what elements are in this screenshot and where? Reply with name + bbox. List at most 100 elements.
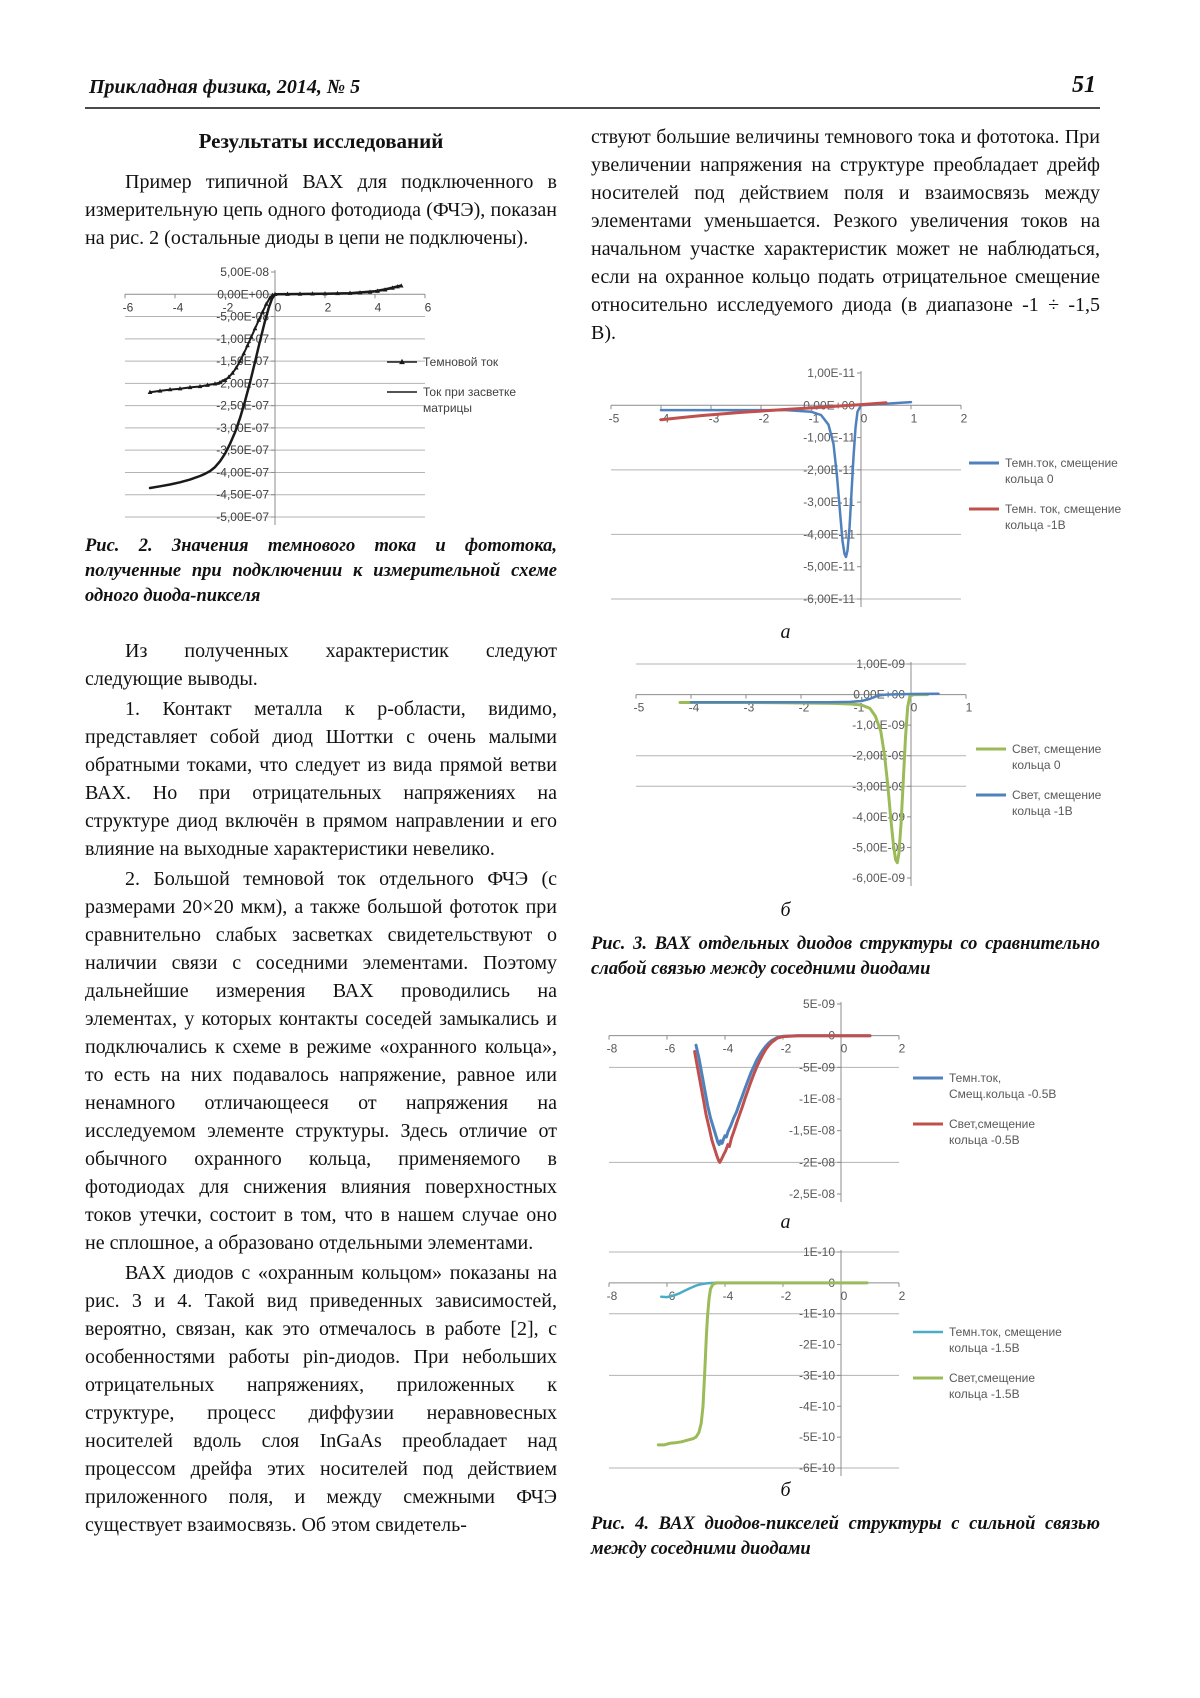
svg-text:2: 2 [899,1289,906,1303]
svg-text:-5,00E-11: -5,00E-11 [803,560,855,574]
svg-text:-2: -2 [781,1042,792,1056]
svg-text:Свет, смещение: Свет, смещение [1012,788,1102,802]
svg-text:-4,00E-09: -4,00E-09 [852,810,905,824]
header-rule [85,107,1100,109]
page-header: Прикладная физика, 2014, № 5 51 [85,72,1100,107]
svg-text:-1: -1 [809,411,820,425]
fig3a-sublabel: а [780,621,791,643]
left-column: Результаты исследований Пример типичной … [85,123,557,1576]
svg-text:-3E-10: -3E-10 [799,1368,835,1382]
svg-text:кольца -1.5В: кольца -1.5В [949,1387,1020,1401]
svg-text:-2E-08: -2E-08 [799,1155,835,1169]
fig4a-chart: -8 -6 -4 -2 0 2 5E-09 0 -5E-09 -1E-08 -1,5E-08 -2E-… [591,996,1100,1211]
svg-text:-2: -2 [799,701,810,715]
svg-text:-2: -2 [759,411,770,425]
svg-text:-1,00E-07: -1,00E-07 [216,332,269,346]
svg-text:0,00E+00: 0,00E+00 [217,287,269,301]
svg-text:-6,00E-11: -6,00E-11 [803,592,855,606]
svg-text:-1,5E-08: -1,5E-08 [789,1124,835,1138]
svg-text:6: 6 [425,300,432,314]
svg-text:-2,00E-09: -2,00E-09 [852,749,905,763]
svg-text:-8: -8 [607,1289,618,1303]
svg-text:-6: -6 [123,300,134,314]
svg-text:-4: -4 [173,300,184,314]
fig4-caption: Рис. 4. ВАХ диодов-пикселей структуры с … [591,1514,1100,1559]
paragraph: 1. Контакт металла к p-области, видимо, … [85,698,557,860]
svg-text:0: 0 [841,1042,848,1056]
svg-text:4: 4 [375,300,382,314]
svg-text:-3,00E-07: -3,00E-07 [216,421,269,435]
svg-text:1E-10: 1E-10 [803,1245,835,1259]
svg-text:-5: -5 [634,701,645,715]
svg-text:0: 0 [275,300,282,314]
svg-text:1,00E-09: 1,00E-09 [856,657,905,671]
svg-text:Ток при засветке: Ток при засветке [423,385,516,399]
svg-text:2: 2 [961,411,968,425]
svg-text:0: 0 [911,701,918,715]
svg-text:кольца -1.5В: кольца -1.5В [949,1341,1020,1355]
paragraph: ствуют большие величины темнового тока и… [591,126,1100,344]
fig4a-sublabel: а [780,1211,791,1233]
paragraph: ВАХ диодов с «охранным кольцом» показаны… [85,1262,557,1536]
paragraph: Пример типичной ВАХ для подключенного в … [85,171,557,249]
svg-text:-2,00E-11: -2,00E-11 [803,463,855,477]
fig3b-sublabel: б [780,899,791,921]
section-title: Результаты исследований [198,129,444,153]
svg-text:-4,00E-07: -4,00E-07 [216,465,269,479]
svg-text:-5,00E-08: -5,00E-08 [216,310,269,324]
svg-text:-3,00E-11: -3,00E-11 [803,495,855,509]
svg-text:1,00E-11: 1,00E-11 [807,366,855,380]
svg-text:-5,00E-07: -5,00E-07 [216,510,269,524]
journal-title: Прикладная физика, 2014, № 5 [89,76,361,98]
fig3-caption: Рис. 3. ВАХ отдельных диодов структуры с… [591,934,1100,979]
svg-text:-3,00E-09: -3,00E-09 [852,779,905,793]
page-number: 51 [1072,72,1096,98]
svg-text:5,00E-08: 5,00E-08 [220,265,269,279]
svg-text:-5,00E-09: -5,00E-09 [852,840,905,854]
svg-text:-2,5E-08: -2,5E-08 [789,1187,835,1201]
two-column-layout: Результаты исследований Пример типичной … [85,123,1121,1576]
fig4b-sublabel: б [780,1479,791,1501]
svg-text:-1,00E-11: -1,00E-11 [803,431,855,445]
svg-text:-4E-10: -4E-10 [799,1399,835,1413]
svg-text:-4: -4 [723,1289,734,1303]
fig2-chart: -6 -4 -2 0 2 4 6 5,00E-08 0,00E+00 -5,00E-08 -1,00… [85,262,557,525]
svg-text:кольца -1В: кольца -1В [1012,804,1073,818]
svg-text:Темн.ток, смещение: Темн.ток, смещение [949,1325,1062,1339]
fig4b-chart: -8 -6 -4 -2 0 2 1E-10 0 -1E-10 -2E-10 -3E-10 -4E-10… [591,1244,1100,1479]
svg-text:Свет,смещение: Свет,смещение [949,1117,1035,1131]
svg-text:матрицы: матрицы [423,401,472,415]
svg-text:Смещ.кольца -0.5В: Смещ.кольца -0.5В [949,1087,1056,1101]
svg-text:кольца 0: кольца 0 [1005,472,1054,486]
svg-text:-3: -3 [744,701,755,715]
fig3a-chart: -5 -4 -3 -2 -1 0 1 2 1,00E-11 0,00E+00 -1,00E-11 -2… [591,363,1121,621]
svg-text:Свет,смещение: Свет,смещение [949,1371,1035,1385]
svg-text:кольца 0: кольца 0 [1012,758,1061,772]
svg-text:0: 0 [861,411,868,425]
svg-text:Темн.ток, смещение: Темн.ток, смещение [1005,456,1118,470]
svg-text:-2,00E-07: -2,00E-07 [216,376,269,390]
svg-text:кольца -1В: кольца -1В [1005,518,1066,532]
right-column: ствуют большие величины темнового тока и… [591,123,1121,1576]
svg-text:-1: -1 [854,701,865,715]
fig2-caption: Рис. 2. Значения темнового тока и фотото… [85,536,557,606]
svg-text:-4: -4 [723,1042,734,1056]
svg-text:-6: -6 [665,1042,676,1056]
paragraph: Из полученных характеристик следуют след… [85,640,557,690]
paragraph: 2. Большой темновой ток отдельного ФЧЭ (… [85,868,557,1254]
svg-text:Темновой ток: Темновой ток [423,355,499,369]
svg-text:Свет, смещение: Свет, смещение [1012,742,1102,756]
svg-text:-5E-09: -5E-09 [799,1060,835,1074]
svg-text:-3: -3 [709,411,720,425]
svg-text:-2: -2 [781,1289,792,1303]
svg-text:1: 1 [966,701,973,715]
svg-text:-1E-10: -1E-10 [799,1307,835,1321]
svg-text:Темн.ток,: Темн.ток, [949,1071,1001,1085]
svg-text:-2E-10: -2E-10 [799,1338,835,1352]
svg-text:-8: -8 [607,1042,618,1056]
svg-text:-4,50E-07: -4,50E-07 [216,488,269,502]
svg-text:-4: -4 [689,701,700,715]
svg-text:-5: -5 [609,411,620,425]
svg-text:-5E-10: -5E-10 [799,1430,835,1444]
